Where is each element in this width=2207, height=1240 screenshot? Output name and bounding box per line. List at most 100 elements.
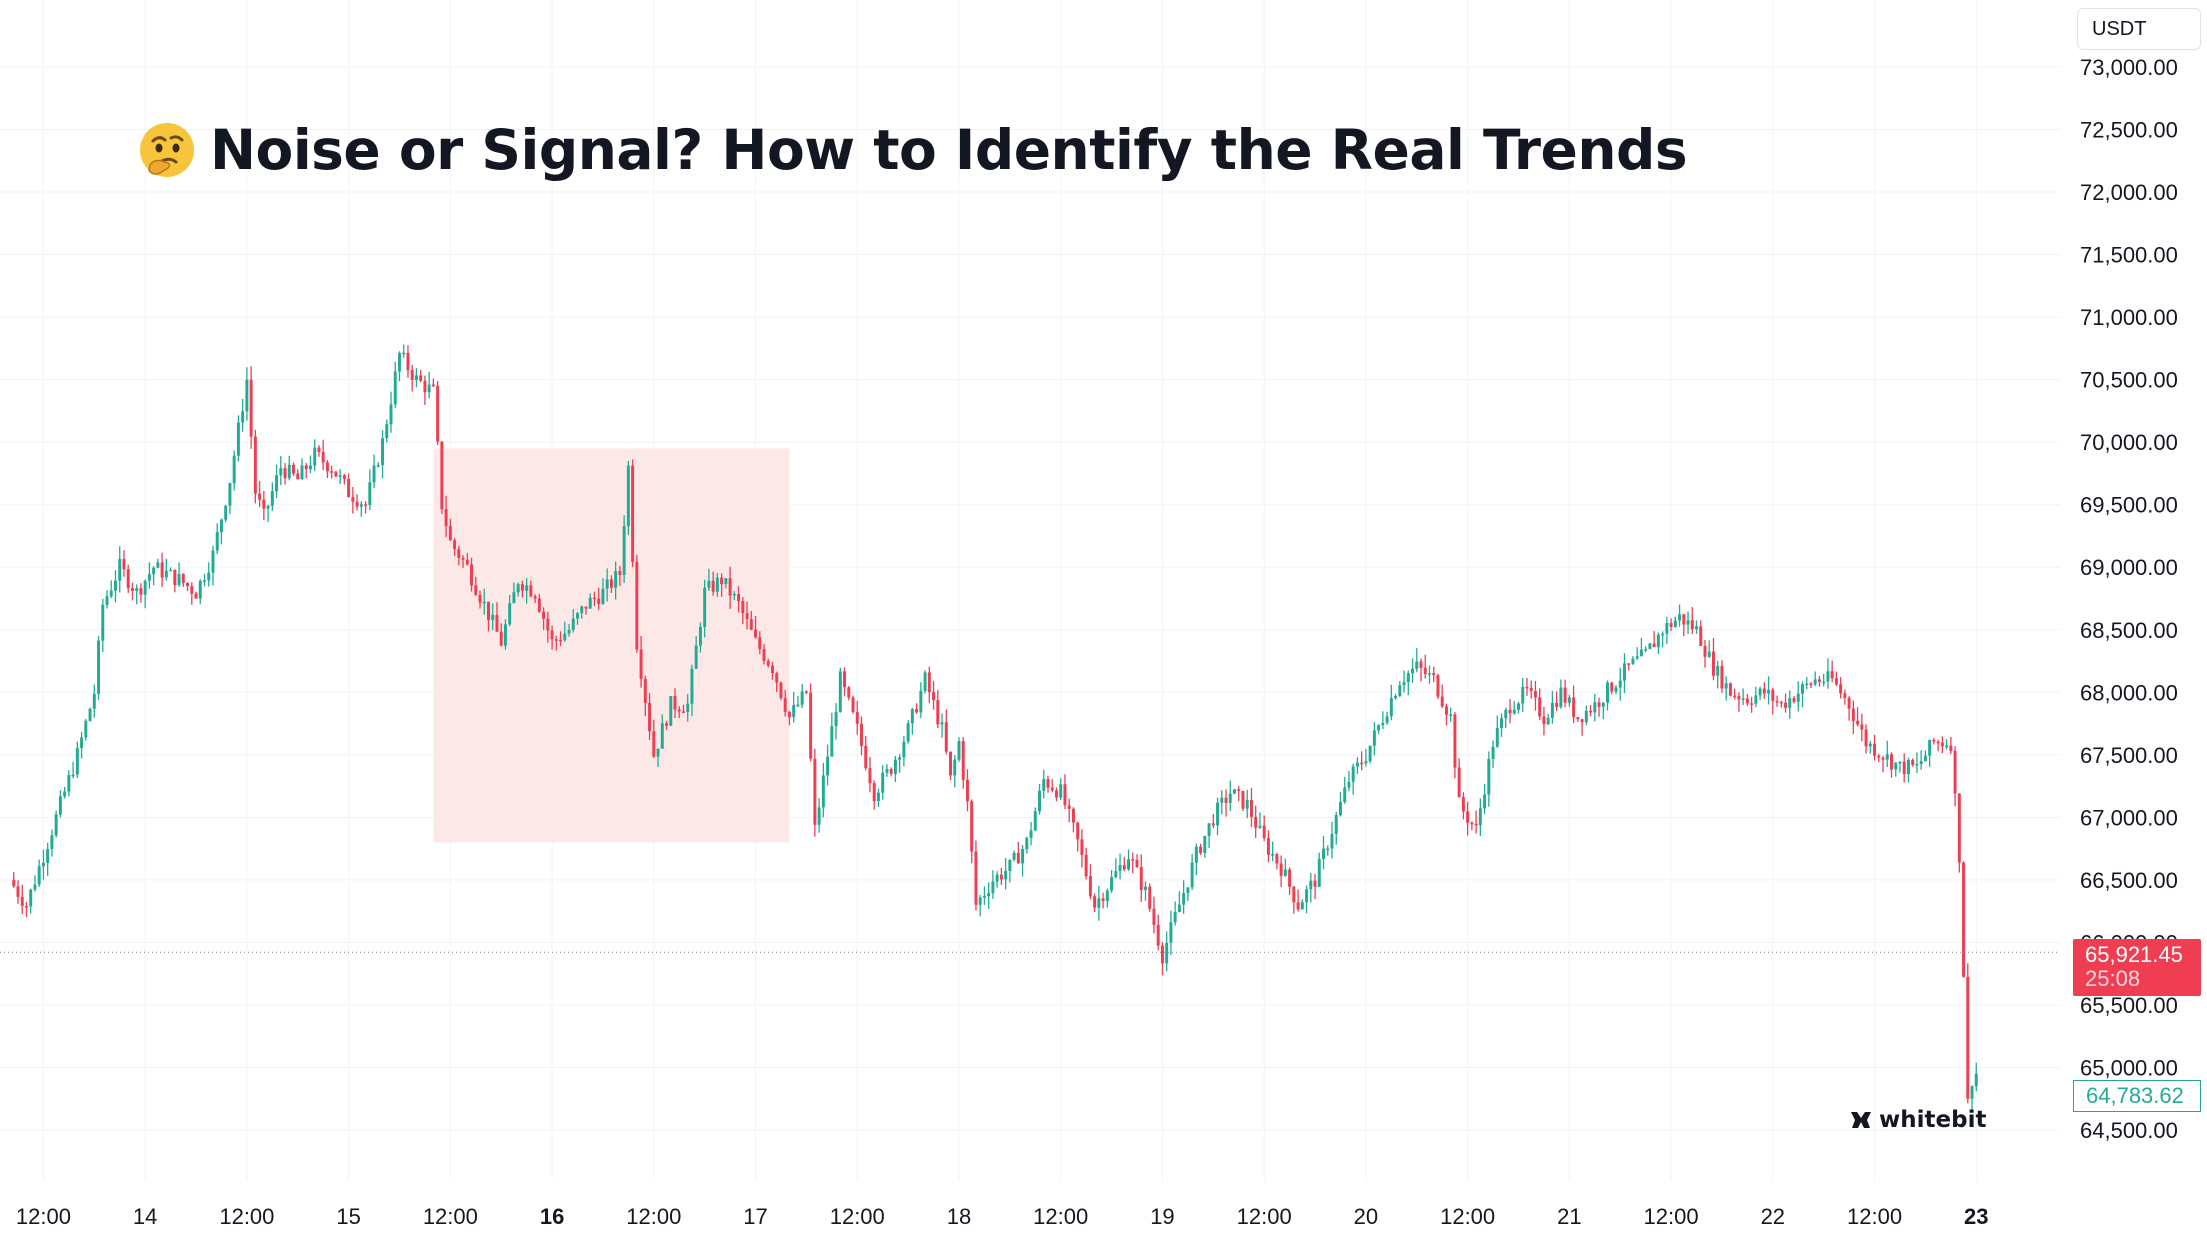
candle (1351, 763, 1355, 795)
candle (1262, 815, 1266, 842)
candle (809, 683, 813, 762)
candle (940, 713, 944, 738)
candle (1114, 858, 1118, 879)
candle (1843, 689, 1847, 705)
candle (33, 875, 37, 892)
candle (1716, 660, 1720, 689)
candle (406, 345, 410, 378)
candle (321, 439, 325, 471)
candle (1754, 686, 1758, 708)
candle (1949, 736, 1953, 755)
candle (944, 709, 948, 755)
candle (910, 707, 914, 735)
price-tick-label: 70,500.00 (2080, 368, 2178, 393)
candle (1305, 885, 1309, 914)
candle (419, 370, 423, 383)
candle (308, 455, 312, 474)
candle (1266, 830, 1270, 863)
candle (474, 576, 478, 597)
candle (961, 737, 965, 789)
candle (1745, 693, 1749, 706)
candle (499, 623, 503, 647)
candle (1466, 801, 1470, 836)
candle (949, 751, 952, 781)
price-tick-label: 73,000.00 (2080, 55, 2178, 80)
candle (84, 719, 88, 741)
candle (999, 867, 1003, 886)
candle (465, 553, 469, 566)
price-tick-label: 65,000.00 (2080, 1055, 2178, 1080)
candle (1338, 791, 1342, 817)
candle (906, 720, 910, 744)
candle (1512, 701, 1516, 715)
candle (1733, 688, 1737, 700)
candle (1474, 810, 1478, 834)
candle (1389, 684, 1393, 721)
candle (1906, 757, 1910, 783)
candle (156, 558, 160, 569)
candle (97, 636, 101, 700)
candle (1839, 677, 1843, 699)
candle (775, 671, 779, 693)
candle (915, 703, 919, 714)
candle (1419, 658, 1423, 682)
time-tick-label: 12:00 (1644, 1204, 1699, 1229)
candle (889, 767, 893, 777)
candle (37, 859, 41, 887)
candle (241, 398, 245, 432)
candle (351, 487, 355, 514)
currency-unit-button[interactable]: USDT (2077, 8, 2201, 50)
candle (1932, 737, 1936, 745)
candle (749, 610, 753, 631)
candle (88, 707, 92, 722)
candle (601, 578, 605, 605)
candle (1758, 686, 1762, 701)
candle (1220, 790, 1224, 815)
candle (440, 440, 444, 515)
candle (635, 554, 639, 653)
candle (283, 463, 287, 485)
price-tick-label: 69,000.00 (2080, 555, 2178, 580)
candle (1707, 640, 1711, 658)
candle (1457, 758, 1461, 798)
time-axis[interactable]: 12:00 14 12:00 15 12:00 16 12:00 17 12:00 18 12:00… (16, 1204, 1989, 1229)
candle (109, 580, 113, 599)
candle (1148, 883, 1152, 912)
candle (1233, 788, 1236, 795)
candle (1300, 899, 1304, 910)
candle (779, 681, 783, 701)
candle (1067, 798, 1071, 823)
candle (1487, 751, 1491, 807)
candle (1656, 632, 1660, 654)
candle (1317, 852, 1321, 888)
candle (1589, 704, 1593, 717)
candle (1538, 688, 1542, 721)
candle (1614, 685, 1618, 695)
candle (783, 689, 787, 717)
candle (313, 439, 317, 472)
candle (872, 780, 876, 810)
candle (249, 366, 253, 449)
candle (1809, 681, 1813, 689)
candle (1601, 701, 1605, 720)
candle (1699, 620, 1703, 647)
candle (843, 667, 847, 697)
candle (164, 558, 168, 581)
time-tick-label: 12:00 (1847, 1204, 1902, 1229)
candle (893, 756, 897, 783)
candle (1877, 753, 1881, 763)
candle (758, 631, 762, 655)
candle (626, 460, 630, 535)
candle (1847, 695, 1851, 721)
candle (923, 670, 927, 694)
candle (1216, 797, 1220, 836)
price-axis[interactable]: 64,500.0065,000.0065,500.0066,000.0066,5… (2080, 55, 2178, 1143)
candle (1661, 631, 1665, 648)
candle (1347, 770, 1351, 792)
candle (1165, 931, 1169, 972)
candle (1101, 892, 1105, 909)
candle (1639, 637, 1643, 657)
candle (830, 712, 834, 757)
candle (143, 579, 147, 609)
